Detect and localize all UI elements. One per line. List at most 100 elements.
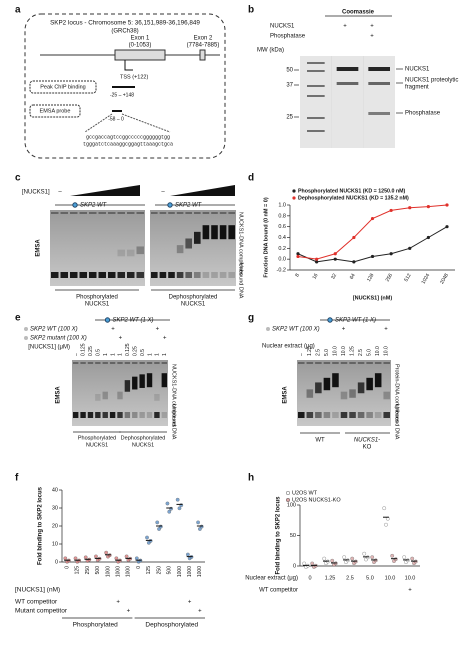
point bbox=[370, 216, 375, 221]
gel-band bbox=[95, 362, 101, 364]
x-tick-label: 1000 bbox=[177, 566, 183, 577]
label: gccgaccagtccggcccccggggggtgg bbox=[86, 134, 170, 140]
gel-band bbox=[357, 412, 365, 418]
x-tick-label: 1000 bbox=[105, 566, 111, 577]
legend-swatch bbox=[292, 196, 296, 200]
label: NUCKS1-DNA complexes bbox=[238, 212, 244, 276]
label: Phosphorylated bbox=[76, 295, 118, 301]
label: 0.125 bbox=[81, 343, 87, 356]
gel-band bbox=[161, 412, 167, 418]
replicate bbox=[302, 561, 307, 566]
gel-band bbox=[332, 412, 339, 418]
gel-band bbox=[315, 412, 322, 418]
label: [NUCKS1] (nM) bbox=[15, 587, 60, 594]
label: 10.0 bbox=[375, 346, 381, 356]
label: – bbox=[298, 353, 304, 356]
x-tick-label: 1000 bbox=[197, 566, 203, 577]
label: 2.5 bbox=[358, 349, 364, 356]
gel-band bbox=[117, 272, 125, 278]
label: c bbox=[15, 173, 21, 184]
replicate bbox=[134, 556, 139, 561]
point bbox=[370, 254, 375, 259]
replicate bbox=[167, 509, 172, 514]
label: NUCKS1 bbox=[132, 442, 154, 448]
point bbox=[389, 208, 393, 213]
label: Protein-DNA complexes bbox=[394, 364, 400, 423]
point bbox=[352, 260, 356, 264]
replicate bbox=[365, 555, 370, 560]
replicate bbox=[196, 520, 200, 525]
gel-band bbox=[194, 231, 201, 244]
gel-band bbox=[368, 82, 390, 85]
gel-band bbox=[383, 362, 390, 364]
label: (GRCh38) bbox=[111, 29, 138, 35]
gel-band bbox=[315, 382, 322, 394]
gel-band bbox=[219, 272, 227, 278]
x-tick-label: 125 bbox=[146, 566, 152, 575]
gel-band bbox=[146, 412, 153, 418]
gel-band bbox=[51, 212, 59, 214]
gel-band bbox=[80, 412, 86, 418]
point bbox=[445, 203, 449, 207]
label: g bbox=[248, 313, 254, 324]
x-tick-label: 2.5 bbox=[346, 575, 354, 581]
wedge bbox=[70, 185, 140, 196]
gel-band bbox=[60, 272, 68, 278]
gel-band bbox=[168, 212, 175, 214]
label: tgggatctcaaaggcggagttaaagctgca bbox=[83, 141, 173, 147]
gel-band bbox=[340, 412, 348, 418]
label: NUCKS1 proteolytic bbox=[405, 78, 458, 84]
label: Unbound DNA bbox=[394, 404, 400, 440]
gel-band bbox=[127, 272, 135, 278]
gel-band bbox=[306, 362, 314, 364]
gel-band bbox=[146, 373, 153, 388]
label: 0.25 bbox=[133, 346, 139, 356]
gel-band bbox=[95, 412, 101, 418]
x-tick-label: 10.0 bbox=[405, 575, 416, 581]
y-tick-label: 40 bbox=[52, 487, 58, 493]
replicate bbox=[370, 555, 375, 560]
x-tick-label: 125 bbox=[75, 566, 81, 575]
probe-dot bbox=[327, 317, 333, 323]
probe-dot bbox=[72, 202, 78, 208]
x-tick-label: 2048 bbox=[439, 272, 450, 285]
gel-band bbox=[332, 362, 339, 364]
label: 10.0 bbox=[332, 346, 338, 356]
gel-band bbox=[139, 412, 145, 418]
label: -25 – +148 bbox=[110, 92, 134, 98]
label: SKP2 mutant (100 X) bbox=[30, 336, 87, 342]
point bbox=[389, 252, 393, 256]
gel-band bbox=[132, 412, 138, 418]
label: + bbox=[188, 600, 192, 606]
replicate bbox=[350, 556, 355, 561]
gel-band bbox=[368, 112, 390, 115]
replicate bbox=[310, 561, 315, 566]
label: 10.0 bbox=[383, 346, 389, 356]
replicate bbox=[63, 556, 68, 561]
label: -58 – 0 bbox=[108, 116, 124, 122]
gel-band bbox=[73, 412, 79, 418]
gel-band bbox=[336, 67, 359, 71]
gel-band bbox=[136, 212, 144, 214]
point bbox=[333, 257, 337, 261]
point bbox=[426, 205, 430, 209]
replicate bbox=[114, 556, 119, 561]
label: 1.25 bbox=[349, 346, 355, 356]
zoom-lines bbox=[84, 113, 171, 133]
x-tick-label: 1024 bbox=[420, 272, 431, 285]
gel-band bbox=[117, 212, 125, 214]
replicate bbox=[83, 555, 88, 560]
gel-band bbox=[366, 362, 373, 364]
gel-band bbox=[159, 272, 167, 278]
label: (0-1053) bbox=[129, 43, 152, 49]
label: NUCKS1 bbox=[405, 67, 430, 73]
replicate bbox=[145, 535, 149, 540]
label: 37 bbox=[286, 83, 293, 89]
gel-band bbox=[211, 212, 218, 214]
gel-band bbox=[323, 362, 331, 364]
label: 1 bbox=[162, 353, 168, 356]
gel-band bbox=[298, 412, 305, 418]
point bbox=[333, 252, 337, 256]
y-tick-label: 10 bbox=[52, 541, 58, 547]
replicate bbox=[342, 555, 347, 560]
